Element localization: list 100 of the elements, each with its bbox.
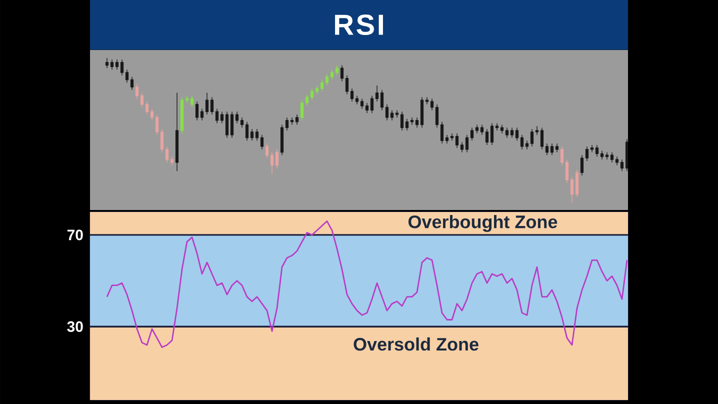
candlestick xyxy=(450,133,454,141)
candlestick xyxy=(205,92,209,115)
candlestick xyxy=(200,108,204,121)
candlestick xyxy=(330,69,334,80)
candlestick xyxy=(485,128,489,146)
candlestick xyxy=(325,74,329,86)
candlestick xyxy=(415,117,419,128)
candlestick xyxy=(300,100,304,121)
band-label: Overbought Zone xyxy=(408,215,558,232)
candlestick xyxy=(600,150,604,160)
candlestick xyxy=(375,85,379,102)
candlestick xyxy=(515,127,519,141)
candlestick xyxy=(555,143,559,153)
candlestick xyxy=(315,85,319,95)
candlestick xyxy=(595,144,599,157)
candlestick xyxy=(520,134,524,150)
candlestick xyxy=(550,143,554,156)
candlestick xyxy=(230,111,234,138)
candlestick xyxy=(115,59,119,70)
candlestick xyxy=(390,110,394,121)
candlestick xyxy=(560,146,564,166)
candlestick xyxy=(365,102,369,114)
y-tick-label: 70 xyxy=(67,230,83,240)
candlestick xyxy=(195,101,199,121)
candlestick xyxy=(265,143,269,158)
candlestick xyxy=(320,79,324,92)
candlestick xyxy=(145,101,149,115)
candlestick xyxy=(535,126,539,136)
candlestick xyxy=(335,64,339,76)
candlestick xyxy=(445,134,449,144)
candlestick xyxy=(370,95,374,114)
candlestick xyxy=(135,84,139,99)
candlestick xyxy=(400,111,404,131)
y-tick-label: 30 xyxy=(67,321,83,332)
candlestick xyxy=(610,152,614,163)
candlestick xyxy=(540,127,544,150)
candlestick xyxy=(105,58,109,68)
candlestick xyxy=(385,104,389,121)
candlestick xyxy=(175,92,179,172)
candlestick xyxy=(240,117,244,128)
candlestick xyxy=(255,128,259,141)
candlestick xyxy=(405,118,409,131)
candlestick xyxy=(480,124,484,136)
candlestick xyxy=(465,134,469,153)
candlestick xyxy=(285,117,289,131)
candlestick xyxy=(525,140,529,150)
band-label: Oversold Zone xyxy=(354,337,478,351)
chart-title: RSI xyxy=(335,14,383,36)
candlestick xyxy=(420,96,424,128)
candlestick xyxy=(225,111,229,138)
candlestick xyxy=(260,134,264,150)
candlestick xyxy=(280,124,284,156)
candlestick xyxy=(470,127,474,141)
candlestick xyxy=(475,124,479,134)
candlestick xyxy=(455,133,459,148)
candlestick xyxy=(170,156,174,166)
candlestick xyxy=(235,111,239,124)
candlestick xyxy=(505,127,509,138)
candlestick xyxy=(460,142,464,153)
candlestick xyxy=(340,64,344,82)
candlestick xyxy=(130,76,134,90)
candlestick xyxy=(295,114,299,126)
candlestick xyxy=(495,122,499,131)
candlestick xyxy=(215,108,219,124)
candlestick xyxy=(345,75,349,95)
candlestick xyxy=(150,108,154,121)
candlestick xyxy=(140,92,144,108)
candlestick xyxy=(410,117,414,126)
candlestick xyxy=(615,156,619,166)
candlestick xyxy=(565,159,569,184)
candlestick xyxy=(125,69,129,83)
candlestick xyxy=(590,144,594,153)
candlestick xyxy=(440,121,444,144)
candlestick xyxy=(380,90,384,111)
candlestick xyxy=(220,111,224,124)
candlestick xyxy=(435,104,439,128)
candlestick xyxy=(310,88,314,100)
candlestick xyxy=(210,96,214,115)
candlestick xyxy=(360,98,364,110)
candlestick xyxy=(305,94,309,106)
candlestick xyxy=(425,96,429,105)
candlestick xyxy=(545,143,549,156)
candlestick xyxy=(120,59,124,76)
candlestick xyxy=(500,124,504,134)
candlestick xyxy=(250,128,254,141)
candlestick xyxy=(180,96,184,134)
candlestick xyxy=(155,114,159,136)
candlestick xyxy=(490,122,494,146)
candlestick xyxy=(580,154,584,176)
candlestick xyxy=(585,146,589,162)
candlestick xyxy=(290,117,294,126)
candlestick xyxy=(570,176,574,204)
candlestick xyxy=(395,110,399,118)
candlestick xyxy=(355,95,359,105)
candlestick xyxy=(245,121,249,141)
candlestick xyxy=(275,148,279,169)
candlestick xyxy=(165,146,169,163)
candlestick xyxy=(190,95,194,108)
candlestick xyxy=(185,95,189,104)
candlestick xyxy=(270,152,274,174)
